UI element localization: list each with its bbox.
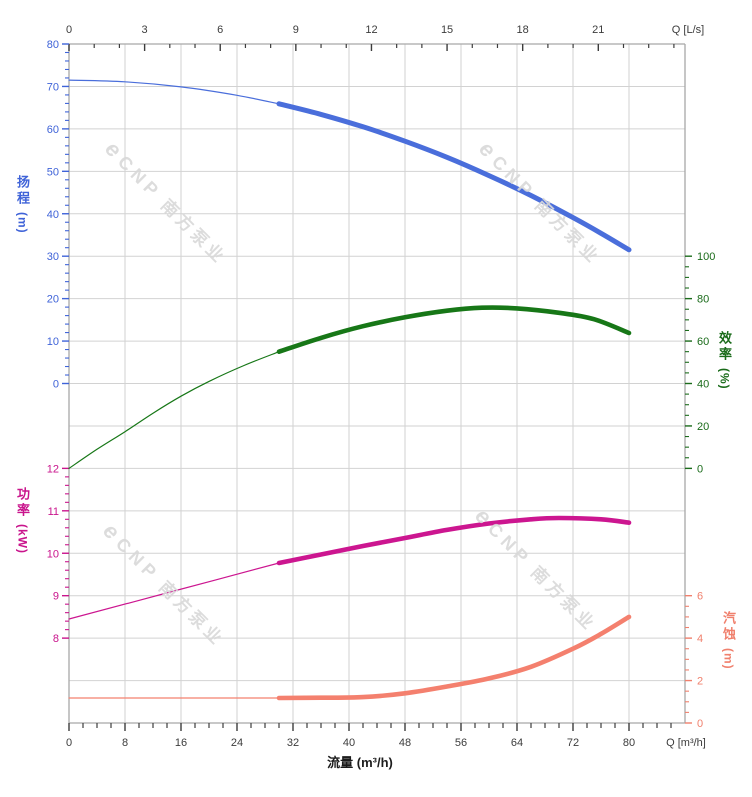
svg-text:60: 60 bbox=[697, 336, 709, 348]
npsh-curve bbox=[68, 614, 632, 701]
svg-text:80: 80 bbox=[697, 294, 709, 306]
svg-text:15: 15 bbox=[441, 24, 453, 36]
svg-text:60: 60 bbox=[47, 124, 59, 136]
npsh-curve-thick bbox=[276, 614, 632, 701]
head-curve bbox=[68, 79, 632, 253]
svg-text:56: 56 bbox=[455, 737, 467, 749]
svg-text:Q [L/s]: Q [L/s] bbox=[672, 24, 704, 36]
svg-text:70: 70 bbox=[47, 81, 59, 93]
svg-text:11: 11 bbox=[48, 506, 59, 518]
power-curve bbox=[68, 515, 632, 620]
svg-text:6: 6 bbox=[217, 24, 223, 36]
svg-text:3: 3 bbox=[142, 24, 148, 36]
efficiency-axis-title: 效率 (%) bbox=[716, 331, 732, 390]
svg-text:10: 10 bbox=[47, 548, 59, 560]
svg-text:4: 4 bbox=[697, 633, 703, 645]
svg-text:0: 0 bbox=[697, 718, 703, 730]
svg-text:30: 30 bbox=[47, 251, 59, 263]
svg-text:9: 9 bbox=[53, 591, 59, 603]
svg-text:0: 0 bbox=[53, 379, 59, 391]
svg-text:18: 18 bbox=[517, 24, 529, 36]
power-curve-thin bbox=[68, 562, 280, 620]
svg-text:2: 2 bbox=[697, 676, 703, 688]
svg-text:72: 72 bbox=[567, 737, 579, 749]
svg-text:8: 8 bbox=[122, 737, 128, 749]
power-axis-unit: (kW) bbox=[15, 524, 30, 554]
power-curve-thick bbox=[276, 515, 632, 566]
svg-text:64: 64 bbox=[511, 737, 523, 749]
npsh-axis-label: 汽蚀 bbox=[720, 611, 736, 643]
npsh-axis-unit: (m) bbox=[721, 648, 736, 670]
svg-text:100: 100 bbox=[697, 251, 715, 263]
svg-text:40: 40 bbox=[343, 737, 355, 749]
x-axis-bottom: 0 8 16 24 32 40 48 56 64 72 80 Q [m³/h] bbox=[66, 723, 706, 749]
efficiency-axis-unit: (%) bbox=[717, 368, 732, 390]
svg-text:80: 80 bbox=[623, 737, 635, 749]
x-axis-top: 0 3 6 9 12 15 18 21 Q [L/s] bbox=[66, 24, 704, 51]
svg-text:9: 9 bbox=[293, 24, 299, 36]
svg-text:48: 48 bbox=[399, 737, 411, 749]
svg-text:0: 0 bbox=[66, 737, 72, 749]
head-axis-title: 扬程 (m) bbox=[14, 175, 30, 234]
npsh-axis: 6 4 2 0 bbox=[685, 591, 703, 730]
npsh-axis-title: 汽蚀 (m) bbox=[720, 611, 736, 670]
svg-text:10: 10 bbox=[47, 336, 59, 348]
power-axis-title: 功率 (kW) bbox=[14, 487, 30, 554]
svg-text:12: 12 bbox=[47, 463, 59, 475]
svg-text:24: 24 bbox=[231, 737, 243, 749]
head-curve-thick bbox=[276, 101, 632, 253]
power-axis-label: 功率 bbox=[14, 487, 30, 519]
svg-text:80: 80 bbox=[47, 39, 59, 51]
efficiency-axis-label: 效率 bbox=[716, 331, 732, 363]
head-axis: 80 70 60 50 40 30 20 10 0 bbox=[47, 39, 69, 391]
svg-text:Q [m³/h]: Q [m³/h] bbox=[666, 737, 706, 749]
efficiency-curve-thick bbox=[276, 305, 632, 354]
eff-axis: 100 80 60 40 20 0 bbox=[685, 251, 715, 475]
svg-text:20: 20 bbox=[47, 294, 59, 306]
head-axis-label: 扬程 bbox=[14, 175, 30, 207]
svg-text:0: 0 bbox=[697, 463, 703, 475]
svg-text:21: 21 bbox=[592, 24, 604, 36]
head-axis-unit: (m) bbox=[15, 212, 30, 234]
svg-text:12: 12 bbox=[365, 24, 377, 36]
svg-text:50: 50 bbox=[47, 166, 59, 178]
svg-text:40: 40 bbox=[697, 379, 709, 391]
power-axis: 12 11 10 9 8 bbox=[47, 463, 69, 645]
efficiency-curve-thin bbox=[68, 351, 280, 469]
svg-text:20: 20 bbox=[697, 421, 709, 433]
svg-text:40: 40 bbox=[47, 209, 59, 221]
svg-text:32: 32 bbox=[287, 737, 299, 749]
svg-text:16: 16 bbox=[175, 737, 187, 749]
efficiency-curve bbox=[68, 305, 632, 469]
svg-text:8: 8 bbox=[53, 633, 59, 645]
flow-axis-title: 流量 (m³/h) bbox=[327, 755, 393, 770]
svg-text:6: 6 bbox=[697, 591, 703, 603]
head-curve-thin bbox=[68, 79, 280, 105]
svg-text:0: 0 bbox=[66, 24, 72, 36]
